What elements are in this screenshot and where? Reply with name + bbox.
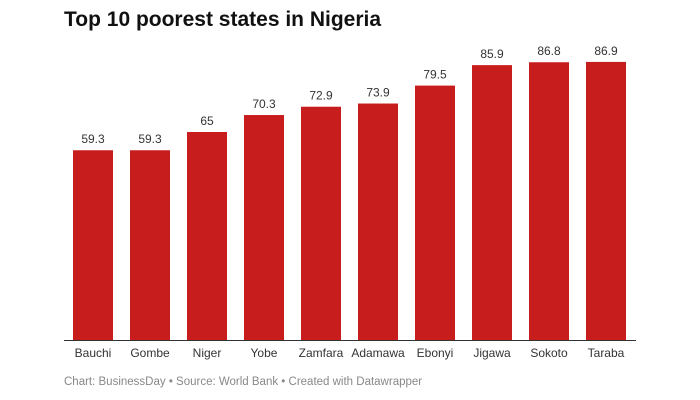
- x-tick-label: Niger: [193, 346, 222, 360]
- chart-title: Top 10 poorest states in Nigeria: [64, 8, 382, 31]
- x-tick-label: Ebonyi: [417, 346, 454, 360]
- data-label: 59.3: [138, 132, 162, 146]
- bar: [73, 150, 113, 340]
- data-label: 85.9: [480, 47, 504, 61]
- x-tick-label: Adamawa: [351, 346, 405, 360]
- x-tick-label: Bauchi: [75, 346, 112, 360]
- chart-footer: Chart: BusinessDay • Source: World Bank …: [64, 376, 423, 388]
- data-label: 70.3: [252, 97, 276, 111]
- data-label: 86.8: [537, 44, 561, 58]
- x-tick-label: Jigawa: [473, 346, 511, 360]
- x-tick-label: Taraba: [588, 346, 625, 360]
- data-label: 86.9: [594, 44, 618, 58]
- data-label: 72.9: [309, 89, 333, 103]
- x-tick-label: Gombe: [130, 346, 170, 360]
- bar: [586, 61, 626, 341]
- bar: [529, 62, 569, 341]
- bar: [415, 85, 455, 340]
- data-label: 65: [200, 114, 214, 128]
- x-tick-label: Sokoto: [530, 346, 568, 360]
- data-label: 59.3: [81, 132, 105, 146]
- x-tick-label: Yobe: [251, 346, 278, 360]
- bar: [130, 150, 170, 340]
- bar: [187, 132, 227, 340]
- bar: [244, 115, 284, 340]
- bar: [358, 103, 398, 341]
- data-label: 73.9: [366, 86, 390, 100]
- bar: [301, 106, 341, 340]
- x-tick-label: Zamfara: [299, 346, 344, 360]
- bar: [472, 65, 512, 341]
- data-label: 79.5: [423, 68, 447, 82]
